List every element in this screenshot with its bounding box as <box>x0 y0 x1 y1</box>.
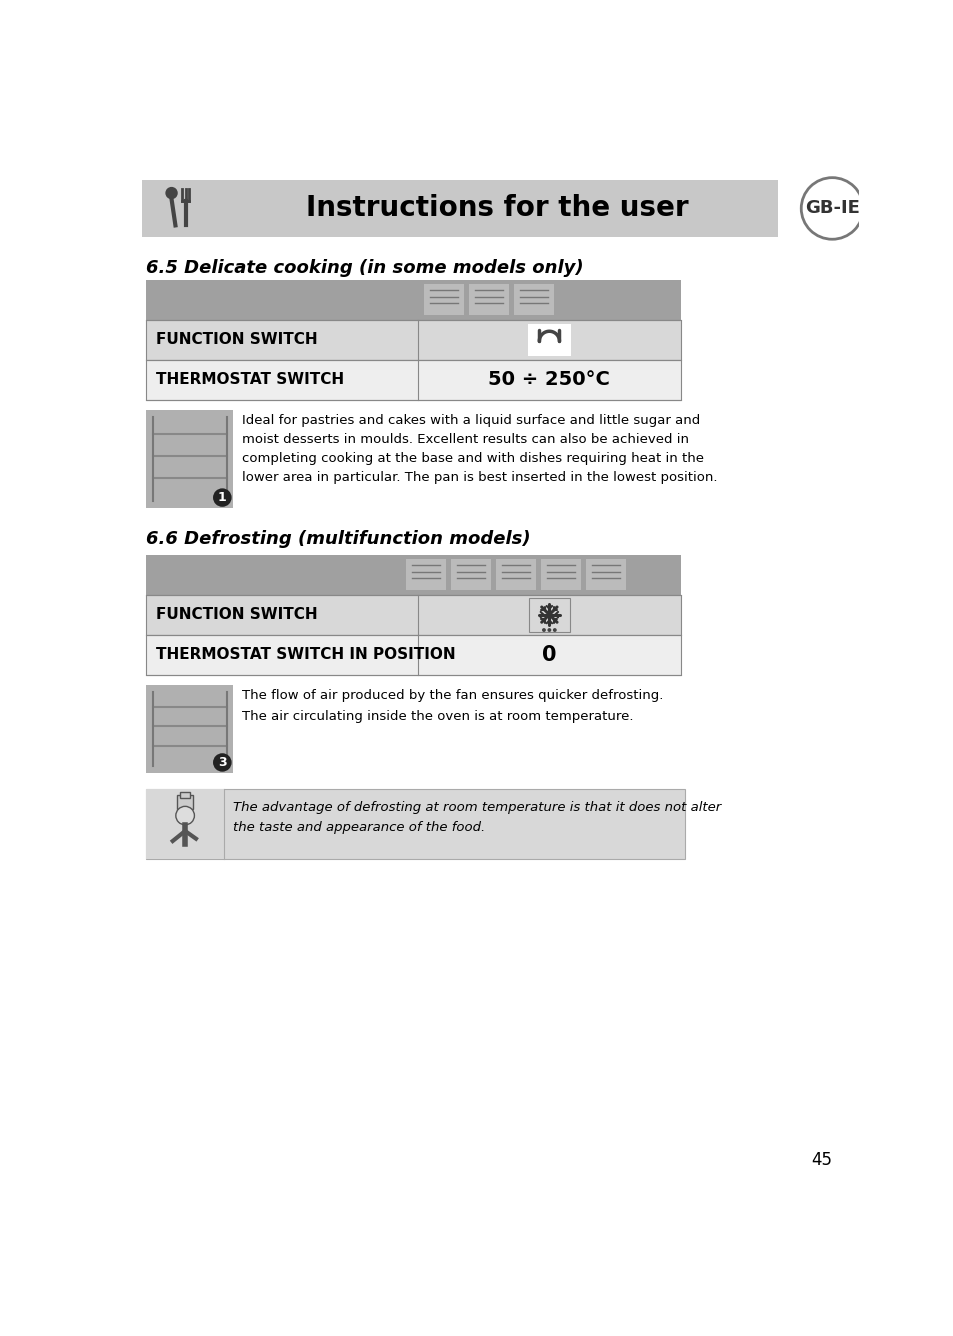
Text: 6.6 Defrosting (multifunction models): 6.6 Defrosting (multifunction models) <box>146 530 531 548</box>
Circle shape <box>553 628 557 632</box>
Bar <box>146 595 680 635</box>
Bar <box>142 179 216 238</box>
Bar <box>146 788 684 859</box>
Circle shape <box>541 628 545 632</box>
Circle shape <box>801 178 862 239</box>
Text: THERMOSTAT SWITCH IN POSITION: THERMOSTAT SWITCH IN POSITION <box>155 647 455 663</box>
Bar <box>146 554 680 595</box>
Circle shape <box>175 807 194 824</box>
Text: 6.5 Delicate cooking (in some models only): 6.5 Delicate cooking (in some models onl… <box>146 259 583 277</box>
Text: THERMOSTAT SWITCH: THERMOSTAT SWITCH <box>155 373 343 387</box>
Text: 45: 45 <box>810 1152 831 1169</box>
Text: FUNCTION SWITCH: FUNCTION SWITCH <box>155 607 317 623</box>
Bar <box>177 795 193 808</box>
Text: FUNCTION SWITCH: FUNCTION SWITCH <box>155 333 317 347</box>
Bar <box>146 279 680 319</box>
Circle shape <box>213 754 232 772</box>
Circle shape <box>547 628 551 632</box>
Bar <box>146 410 233 509</box>
Text: GB-IE: GB-IE <box>804 199 859 218</box>
Text: The flow of air produced by the fan ensures quicker defrosting.
The air circulat: The flow of air produced by the fan ensu… <box>242 688 663 723</box>
Circle shape <box>165 187 177 199</box>
Bar <box>513 285 554 315</box>
Bar <box>529 597 569 632</box>
Bar <box>146 319 680 359</box>
Bar <box>451 560 491 591</box>
Text: 1: 1 <box>217 492 227 504</box>
Text: 50 ÷ 250°C: 50 ÷ 250°C <box>488 370 610 389</box>
Bar <box>146 788 224 859</box>
Bar <box>146 635 680 675</box>
Bar <box>527 323 571 355</box>
Text: 0: 0 <box>541 645 556 664</box>
Text: The advantage of defrosting at room temperature is that it does not alter
the ta: The advantage of defrosting at room temp… <box>233 802 720 835</box>
Bar <box>146 684 233 774</box>
Bar <box>423 285 464 315</box>
Bar <box>146 359 680 399</box>
Text: 3: 3 <box>218 756 227 770</box>
Bar <box>585 560 625 591</box>
Circle shape <box>213 489 232 506</box>
Bar <box>468 285 509 315</box>
Bar <box>180 792 190 798</box>
Bar <box>540 560 580 591</box>
Bar <box>496 560 536 591</box>
Text: Ideal for pastries and cakes with a liquid surface and little sugar and
moist de: Ideal for pastries and cakes with a liqu… <box>242 414 718 484</box>
Bar <box>216 179 778 238</box>
Bar <box>406 560 446 591</box>
Text: Instructions for the user: Instructions for the user <box>305 195 688 223</box>
